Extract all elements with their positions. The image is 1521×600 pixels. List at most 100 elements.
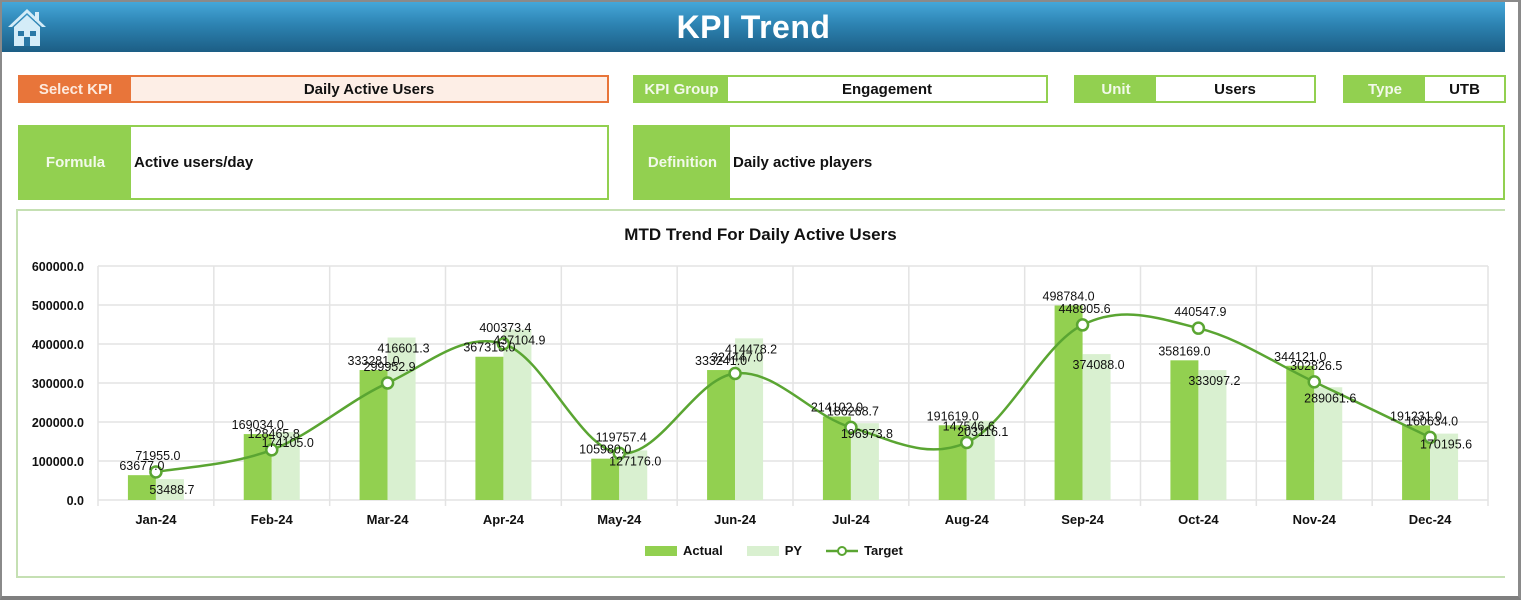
home-icon[interactable] bbox=[6, 6, 48, 48]
target-data-label: 186268.7 bbox=[827, 404, 879, 418]
legend-target[interactable]: Target bbox=[826, 543, 903, 558]
select-kpi-label: Select KPI bbox=[20, 77, 131, 101]
x-tick-label: Sep-24 bbox=[1061, 512, 1104, 527]
type-value: UTB bbox=[1425, 77, 1504, 101]
py-bar[interactable] bbox=[503, 329, 532, 500]
py-data-label: 414478.2 bbox=[725, 342, 777, 356]
target-marker[interactable] bbox=[728, 366, 742, 381]
actual-bar[interactable] bbox=[127, 475, 156, 500]
x-tick-label: Apr-24 bbox=[483, 512, 525, 527]
unit-value: Users bbox=[1156, 77, 1314, 101]
actual-data-label: 498784.0 bbox=[1043, 289, 1095, 303]
py-data-label: 127176.0 bbox=[609, 454, 661, 468]
target-marker[interactable] bbox=[1075, 318, 1090, 332]
x-tick-label: Nov-24 bbox=[1293, 512, 1337, 527]
target-data-label: 160634.0 bbox=[1406, 414, 1458, 428]
actual-data-label: 63677.0 bbox=[119, 459, 164, 473]
actual-bar[interactable] bbox=[1170, 360, 1199, 500]
target-data-label: 299952.9 bbox=[364, 360, 416, 374]
target-data-label: 440547.9 bbox=[1174, 305, 1226, 319]
kpi-group-value: Engagement bbox=[728, 77, 1046, 101]
py-bar[interactable] bbox=[735, 338, 764, 500]
target-marker[interactable] bbox=[844, 420, 858, 435]
actual-bar[interactable] bbox=[707, 370, 736, 500]
target-marker[interactable] bbox=[1191, 321, 1206, 335]
legend-py[interactable]: PY bbox=[746, 543, 802, 558]
actual-data-label: 333241.0 bbox=[695, 354, 747, 368]
target-data-label: 71955.0 bbox=[135, 449, 180, 463]
actual-data-label: 191231.0 bbox=[1390, 409, 1442, 423]
actual-data-label: 191619.0 bbox=[927, 409, 979, 423]
x-tick-label: May-24 bbox=[597, 512, 642, 527]
unit-label: Unit bbox=[1076, 77, 1156, 101]
target-marker[interactable] bbox=[1307, 375, 1321, 389]
x-tick-label: Mar-24 bbox=[367, 512, 410, 527]
y-tick-label: 400000.0 bbox=[32, 338, 84, 352]
target-data-label: 119757.4 bbox=[596, 430, 647, 444]
definition-label: Definition bbox=[635, 127, 730, 198]
header-bar: KPI Trend bbox=[2, 2, 1505, 52]
y-tick-label: 200000.0 bbox=[32, 416, 84, 430]
py-data-label: 437104.9 bbox=[493, 334, 545, 348]
py-data-label: 53488.7 bbox=[149, 483, 194, 497]
actual-data-label: 358169.0 bbox=[1158, 344, 1210, 358]
target-data-label: 448905.6 bbox=[1059, 302, 1111, 316]
legend-actual[interactable]: Actual bbox=[645, 543, 723, 558]
actual-bar[interactable] bbox=[359, 370, 388, 500]
actual-bar[interactable] bbox=[475, 356, 504, 500]
unit-field: Unit Users bbox=[1074, 75, 1316, 103]
py-data-label: 416601.3 bbox=[378, 342, 430, 356]
select-kpi-field[interactable]: Select KPI Daily Active Users bbox=[18, 75, 609, 103]
actual-bar[interactable] bbox=[591, 458, 620, 500]
y-tick-label: 0.0 bbox=[67, 494, 84, 508]
actual-data-label: 105980.0 bbox=[579, 443, 631, 457]
py-bar[interactable] bbox=[619, 450, 648, 500]
actual-data-label: 344121.0 bbox=[1274, 350, 1326, 364]
x-tick-label: Aug-24 bbox=[945, 512, 990, 527]
actual-bar[interactable] bbox=[1054, 305, 1083, 500]
target-marker[interactable] bbox=[612, 446, 626, 461]
target-marker[interactable] bbox=[380, 376, 395, 390]
kpi-group-field: KPI Group Engagement bbox=[633, 75, 1048, 103]
py-bar[interactable] bbox=[1082, 354, 1111, 500]
target-data-label: 400373.4 bbox=[479, 321, 531, 335]
py-bar[interactable] bbox=[155, 479, 184, 500]
kpi-group-label: KPI Group bbox=[635, 77, 728, 101]
actual-data-label: 169034.0 bbox=[232, 418, 284, 432]
chart-legend: Actual PY Target bbox=[645, 543, 917, 558]
target-marker[interactable] bbox=[149, 465, 163, 479]
py-bar[interactable] bbox=[1430, 433, 1459, 500]
definition-box: Definition Daily active players bbox=[633, 125, 1505, 200]
target-data-label: 302826.5 bbox=[1290, 359, 1342, 373]
page-title: KPI Trend bbox=[676, 9, 831, 45]
x-tick-label: Jan-24 bbox=[135, 512, 177, 527]
type-field: Type UTB bbox=[1343, 75, 1506, 103]
definition-value: Daily active players bbox=[730, 127, 1503, 198]
y-tick-label: 600000.0 bbox=[32, 260, 84, 274]
y-tick-label: 100000.0 bbox=[32, 455, 84, 469]
target-marker[interactable] bbox=[496, 337, 511, 351]
type-label: Type bbox=[1345, 77, 1425, 101]
target-marker[interactable] bbox=[265, 443, 279, 457]
actual-data-label: 214102.0 bbox=[811, 401, 863, 415]
py-data-label: 203116.1 bbox=[957, 425, 1008, 439]
target-line-marker-icon bbox=[826, 545, 859, 556]
formula-label: Formula bbox=[20, 127, 131, 198]
py-data-label: 174105.0 bbox=[262, 436, 314, 450]
target-data-label: 128465.8 bbox=[248, 427, 300, 441]
py-bar[interactable] bbox=[1198, 370, 1227, 500]
target-marker[interactable] bbox=[1423, 430, 1437, 445]
target-data-label: 147546.6 bbox=[943, 419, 995, 433]
py-data-label: 374088.0 bbox=[1073, 358, 1125, 372]
target-data-label: 324447.0 bbox=[711, 350, 763, 364]
select-kpi-dropdown[interactable]: Daily Active Users bbox=[131, 77, 607, 101]
formula-box: Formula Active users/day bbox=[18, 125, 609, 200]
actual-data-label: 367315.0 bbox=[463, 341, 515, 355]
py-bar[interactable] bbox=[1314, 387, 1343, 500]
actual-bar[interactable] bbox=[1286, 365, 1315, 500]
x-tick-label: Jun-24 bbox=[714, 512, 757, 527]
target-marker[interactable] bbox=[960, 435, 974, 450]
py-bar[interactable] bbox=[387, 337, 416, 500]
py-data-label: 196973.8 bbox=[841, 427, 893, 441]
